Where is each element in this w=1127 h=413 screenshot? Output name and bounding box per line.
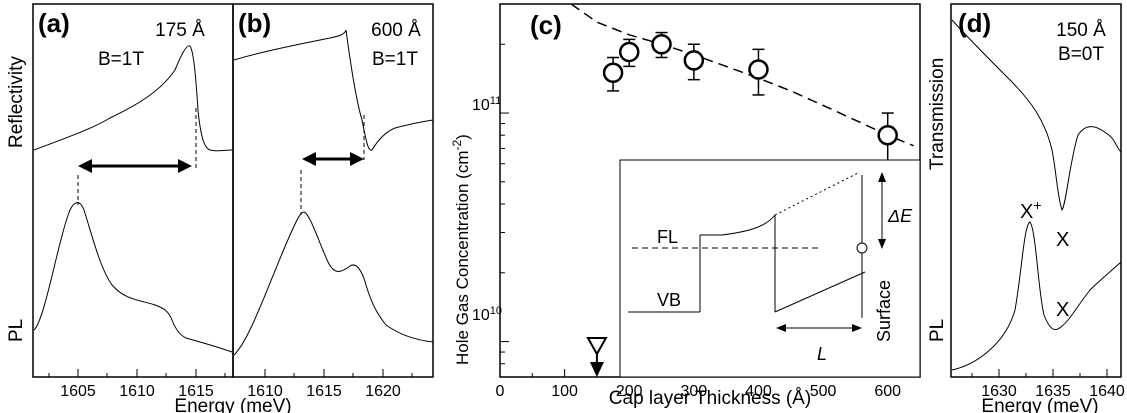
inset-surface-label: Surface — [874, 280, 894, 342]
panel-d-xtick-1635: 1635 — [1035, 383, 1071, 400]
panel-b: (b) 600 Å B=1T 1610 1615 1620 — [232, 3, 434, 400]
panel-b-field: B=1T — [372, 49, 418, 70]
panel-d-label-xplus: X+ — [1020, 197, 1042, 223]
inset-delta-e-head-top — [878, 172, 886, 182]
panel-d-field: B=0T — [1058, 44, 1104, 65]
c-point-marker — [683, 50, 705, 71]
panel-a-ylabel-pl: PL — [6, 319, 27, 342]
inset-vb-label: VB — [657, 290, 681, 310]
panel-b-frame — [232, 3, 434, 378]
panel-c: (c) Hole Gas Concentration (cm-2) Cap la… — [450, 3, 921, 409]
panel-c-axis: 0 100 200 300 400 500 600 — [496, 3, 901, 400]
panel-d: (d) 150 Å B=0T Transmission PL X+ X X 16… — [927, 3, 1125, 413]
panel-c-xlabel: Cap layer Thickness (Å) — [609, 388, 811, 409]
c-point-marker — [618, 41, 640, 63]
c-xtick-label: 200 — [616, 383, 643, 400]
inset-delta-e-label: ΔE — [887, 206, 913, 226]
c-data-point — [748, 48, 769, 96]
c-point-marker — [877, 124, 898, 146]
c-data-point — [602, 56, 624, 92]
c-fit-curve — [570, 3, 914, 147]
panel-d-frame — [950, 3, 1122, 378]
c-marker-arrowhead — [589, 362, 604, 377]
c-xtick-label: 300 — [680, 383, 707, 400]
panel-a-field: B=1T — [98, 49, 144, 70]
panel-d-transmission-curve — [951, 19, 1122, 211]
c-marker-triangle — [586, 337, 608, 357]
panel-d-label-x-transmission: X — [1056, 229, 1069, 251]
panel-a-arrowhead-right — [178, 159, 192, 173]
panel-c-threshold-marker — [586, 337, 608, 377]
panel-a-xtick-1615: 1615 — [178, 383, 214, 400]
inset-bent-band — [721, 214, 776, 236]
panel-b-tag: (b) — [238, 8, 271, 38]
inset-extrapolation — [774, 171, 861, 216]
c-xtick-label: 100 — [551, 383, 578, 400]
panel-b-arrowhead-left — [302, 152, 316, 166]
panel-a-reflectivity-curve — [33, 45, 233, 152]
panel-a-ylabel-reflectivity: Reflectivity — [6, 56, 27, 148]
panel-d-pl-curve — [951, 221, 1122, 371]
panel-b-reflectivity-curve — [233, 29, 434, 151]
panel-a-xtick-1610: 1610 — [119, 383, 155, 400]
panel-d-label-x-pl: X — [1056, 299, 1069, 321]
panel-a-pl-curve — [33, 202, 233, 353]
c-data-point — [618, 38, 640, 68]
panel-c-ylabel: Hole Gas Concentration (cm-2) — [450, 134, 472, 365]
panel-c-tag: (c) — [530, 10, 562, 40]
panel-b-xtick-1610: 1610 — [247, 383, 283, 400]
c-xtick-label: 500 — [810, 383, 837, 400]
panel-c-points — [602, 31, 898, 165]
c-point-marker — [602, 62, 624, 84]
panel-a-thickness: 175 Å — [155, 20, 205, 41]
panel-d-xtick-1640: 1640 — [1089, 383, 1125, 400]
panel-d-xlabel: Energy (meV) — [981, 396, 1098, 413]
panel-d-ylabel-transmission: Transmission — [927, 58, 948, 170]
inset-surface-band — [774, 271, 866, 313]
panel-c-ytick-1e10: 1010 — [472, 305, 502, 324]
panel-d-ylabel-pl: PL — [927, 319, 948, 342]
panel-d-xticks — [971, 369, 1108, 377]
c-xtick-label: 0 — [496, 383, 505, 400]
panel-d-thickness: 150 Å — [1056, 20, 1106, 41]
panel-b-xticks — [264, 369, 413, 377]
panel-a-xtick-1605: 1605 — [60, 383, 96, 400]
panel-b-arrowhead-right — [350, 152, 364, 166]
panel-a: (a) 175 Å B=1T Reflectivity PL 1605 1610… — [6, 3, 234, 400]
inset-surface-state — [856, 242, 868, 254]
inset-frame — [619, 159, 921, 378]
panel-b-xtick-1615: 1615 — [306, 383, 342, 400]
c-data-point — [683, 43, 705, 81]
panel-a-xticks — [48, 369, 226, 377]
panel-b-xtick-1620: 1620 — [365, 383, 401, 400]
c-xtick-label: 400 — [745, 383, 772, 400]
panel-b-pl-curve — [233, 211, 434, 356]
panel-c-ytick-1e11: 1011 — [472, 95, 501, 114]
panel-d-tag: (d) — [958, 8, 991, 38]
panel-d-xtick-1630: 1630 — [981, 383, 1017, 400]
panels-ab-xlabel: Energy (meV) — [174, 396, 291, 413]
c-point-marker — [651, 33, 672, 55]
panel-b-thickness: 600 Å — [371, 20, 421, 41]
c-point-marker — [748, 59, 769, 80]
inset-delta-e-head-bottom — [878, 239, 886, 249]
inset-length-head-right — [852, 324, 862, 332]
c-data-point — [877, 112, 898, 165]
panel-c-inset: FL VB ΔE L Surface — [619, 159, 921, 378]
inset-length-label: L — [817, 344, 827, 364]
panel-a-tag: (a) — [38, 8, 70, 38]
panel-c-fit — [570, 3, 914, 147]
inset-fl-label: FL — [657, 227, 678, 247]
c-data-point — [651, 31, 672, 59]
inset-length-head-left — [776, 324, 786, 332]
panel-a-arrowhead-left — [78, 159, 92, 173]
c-xtick-label: 600 — [874, 383, 901, 400]
